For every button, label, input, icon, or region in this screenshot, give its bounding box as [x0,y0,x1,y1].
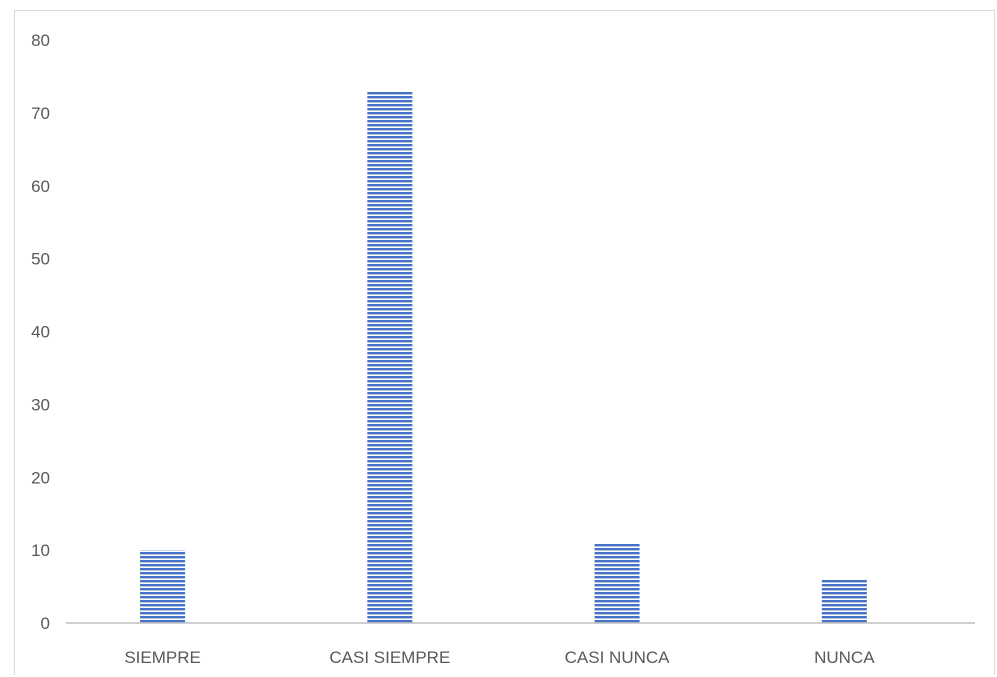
chart-frame [14,10,995,675]
y-tick-label: 50 [31,250,50,269]
bars [140,91,867,623]
bar-casi-nunca [594,542,640,623]
y-tick-label: 40 [31,323,50,342]
y-tick-label: 0 [41,614,50,633]
x-tick-label: CASI NUNCA [565,648,671,667]
y-tick-label: 70 [31,104,50,123]
bar-siempre [140,550,186,623]
bar-nunca [821,579,867,623]
bar-casi-siempre [367,91,413,623]
x-tick-label: NUNCA [814,648,875,667]
x-tick-label: SIEMPRE [124,648,201,667]
x-axis-tick-labels: SIEMPRE CASI SIEMPRE CASI NUNCA NUNCA [124,648,875,667]
x-tick-label: CASI SIEMPRE [329,648,450,667]
y-tick-label: 30 [31,395,50,414]
y-tick-label: 10 [31,541,50,560]
y-tick-label: 60 [31,177,50,196]
y-axis-tick-labels: 0 10 20 30 40 50 60 70 80 [31,31,50,633]
y-tick-label: 20 [31,468,50,487]
y-tick-label: 80 [31,31,50,50]
